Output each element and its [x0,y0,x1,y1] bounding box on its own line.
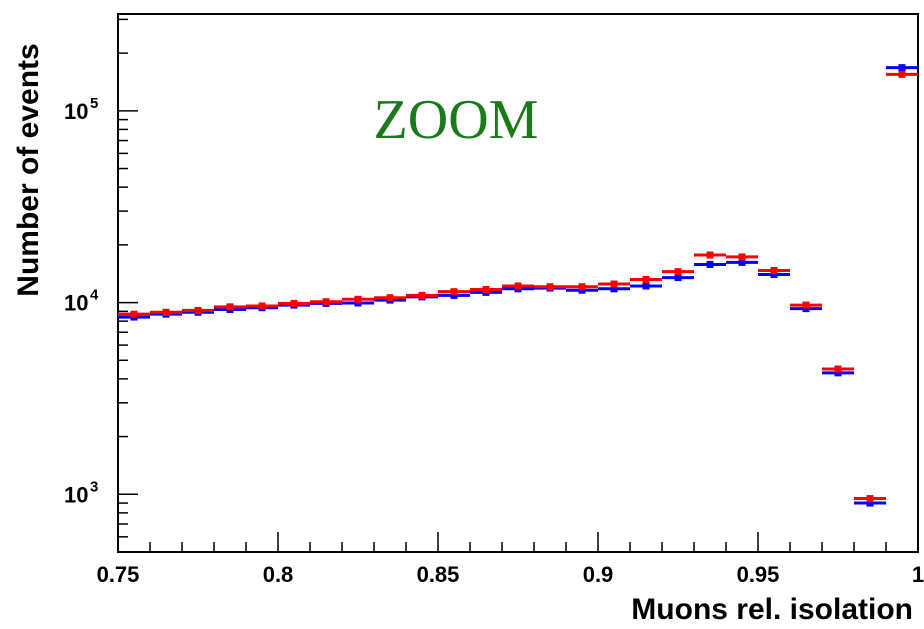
data-point [354,299,362,307]
x-tick-label: 0.95 [737,562,780,587]
data-point [866,495,874,503]
data-point [706,251,714,259]
x-tick-label: 0.85 [417,562,460,587]
x-tick-label: 0.75 [97,562,140,587]
zoom-annotation: ZOOM [374,89,539,151]
y-tick-label: 10 5 [64,95,98,124]
data-point [450,288,458,296]
y-axis-title: Number of events [12,43,45,296]
data-point [482,285,490,293]
data-point [514,282,522,290]
data-point [386,294,394,302]
y-tick-label: 10 4 [64,287,99,316]
data-point [578,286,586,294]
data-point [290,299,298,307]
y-tick-label-base: 10 [64,99,88,124]
data-point [418,291,426,299]
x-tick-labels: 0.75 0.8 0.85 0.9 0.95 1 [97,562,924,587]
y-tick-label: 10 3 [64,478,98,507]
data-point [642,275,650,283]
y-tick-label-exponent: 5 [90,95,98,112]
axis-ticks [117,18,919,553]
series-1 [118,70,918,503]
y-tick-label-base: 10 [64,482,88,507]
data-point [610,280,618,288]
y-tick-label-base: 10 [64,291,88,316]
data-point [162,308,170,316]
data-point [802,301,810,309]
x-axis-title: Muons rel. isolation [631,593,913,626]
data-point [578,283,586,291]
data-point [898,64,906,72]
data-point [450,291,458,299]
data-point [322,298,330,306]
data-point [546,283,554,291]
data-point [738,258,746,266]
x-tick-label: 0.8 [263,562,294,587]
data-point [610,285,618,293]
data-point [226,303,234,311]
plot-frame [117,13,919,553]
y-tick-label-exponent: 4 [90,287,99,304]
data-point [898,70,906,78]
data-point [642,282,650,290]
data-point [770,266,778,274]
data-point [834,369,842,377]
data-point [738,253,746,261]
data-point [130,310,138,318]
data-point [866,499,874,507]
data-series [118,64,918,507]
x-tick-label: 1 [912,562,924,587]
data-point [674,274,682,282]
y-tick-label-exponent: 3 [90,478,98,495]
data-point [674,268,682,276]
x-tick-label: 0.9 [583,562,614,587]
data-point [706,260,714,268]
data-point [834,365,842,373]
data-point [770,271,778,279]
data-point [354,295,362,303]
data-point [258,302,266,310]
data-point [802,305,810,313]
data-point [194,306,202,314]
